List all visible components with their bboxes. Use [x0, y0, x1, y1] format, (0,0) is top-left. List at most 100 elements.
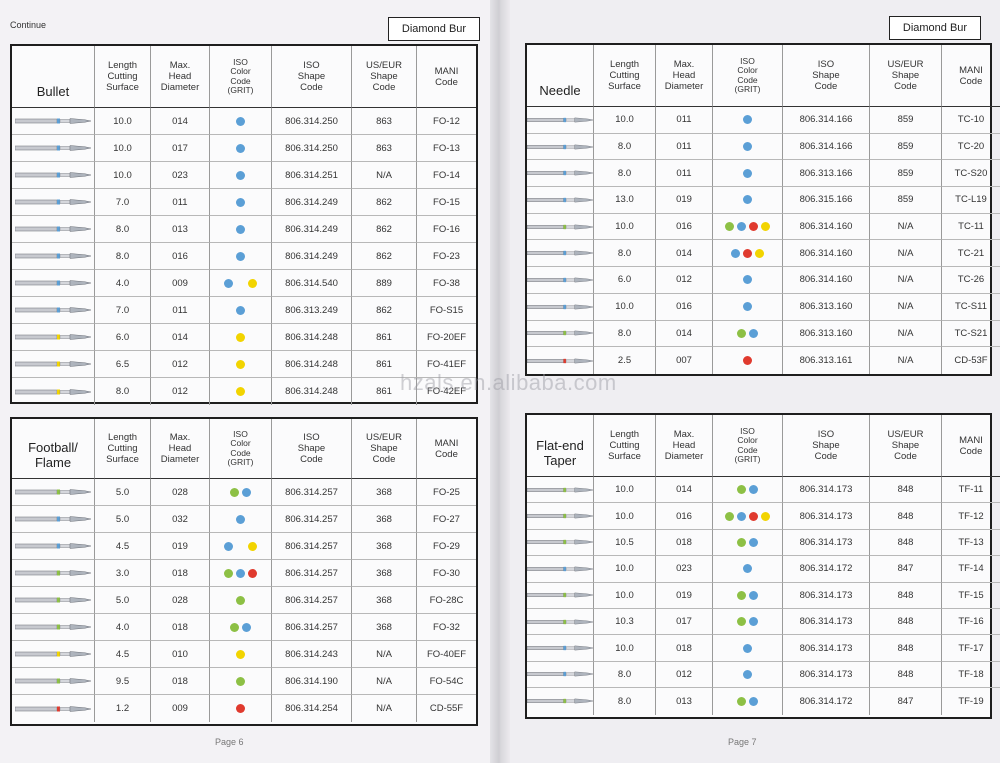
grit-dot-green: [737, 485, 746, 495]
mani-code-value: TC-21: [942, 240, 1000, 268]
iso-shape-value: 806.314.190: [272, 668, 352, 695]
bur-image: [527, 293, 594, 321]
iso-shape-value: 806.313.160: [783, 293, 870, 321]
iso-shape-value: 806.314.173: [783, 582, 870, 609]
grit-dot-blue: [242, 487, 251, 497]
diameter-value: 018: [151, 668, 210, 695]
iso-shape-value: 806.314.160: [783, 213, 870, 241]
iso-shape-value: 806.314.173: [783, 477, 870, 504]
bur-drawing: [527, 117, 593, 123]
left-page-number: Page 6: [215, 737, 244, 747]
grit-colors: [210, 560, 272, 587]
grit-colors: [210, 324, 272, 351]
grit-dot-blue: [743, 142, 752, 152]
grit-dot-yellow: [236, 649, 245, 659]
bur-drawing: [527, 487, 593, 493]
bur-drawing: [527, 197, 593, 203]
us-eur-value: N/A: [870, 293, 942, 321]
grit-dot-blue: [749, 485, 758, 495]
grit-dot-green: [737, 537, 746, 547]
mani-code-value: TC-S11: [942, 294, 1000, 321]
grit-colors: [210, 270, 272, 297]
iso-shape-value: 806.314.173: [783, 661, 870, 689]
mani-code-value: FO-32: [417, 614, 476, 641]
length-value: 8.0: [594, 320, 656, 348]
diameter-value: 012: [656, 267, 713, 294]
grit-dot-blue: [737, 511, 746, 521]
grit-colors: [210, 506, 272, 533]
mani-code-value: TF-15: [942, 583, 1000, 609]
iso-shape-value: 806.314.251: [272, 162, 352, 189]
grit-dot-yellow: [236, 387, 245, 396]
header-iso-color: ISO Color Code (GRIT): [713, 415, 783, 477]
mani-code-value: FO-23: [417, 243, 476, 270]
grit-dot-blue: [749, 696, 758, 706]
header-length: Length Cutting Surface: [594, 45, 656, 107]
length-value: 10.0: [594, 293, 656, 321]
bur-image: [527, 503, 594, 530]
mani-code-value: FO-S15: [417, 297, 476, 324]
diameter-value: 018: [656, 529, 713, 557]
us-eur-value: 368: [352, 479, 417, 506]
diameter-value: 019: [151, 533, 210, 560]
diameter-value: 014: [656, 240, 713, 268]
grit-dot-blue: [236, 116, 245, 126]
grit-colors: [210, 351, 272, 378]
diameter-value: 016: [656, 213, 713, 241]
us-eur-value: N/A: [870, 347, 942, 374]
diameter-value: 007: [656, 347, 713, 374]
length-value: 4.5: [95, 533, 151, 560]
grit-colors: [210, 587, 272, 614]
diameter-value: 011: [656, 133, 713, 161]
diameter-value: 023: [656, 556, 713, 583]
us-eur-value: N/A: [870, 213, 942, 241]
grit-dot-blue: [743, 168, 752, 178]
bur-drawing: [15, 226, 91, 232]
grit-dot-blue: [236, 143, 245, 153]
length-value: 10.5: [594, 529, 656, 557]
iso-shape-value: 806.314.173: [783, 635, 870, 662]
diameter-value: 017: [151, 135, 210, 162]
grit-colors: [210, 108, 272, 135]
diameter-value: 014: [656, 477, 713, 504]
bur-image: [12, 108, 95, 135]
grit-colors: [210, 614, 272, 641]
diameter-value: 018: [151, 560, 210, 587]
bur-image: [12, 135, 95, 162]
length-value: 4.0: [95, 614, 151, 641]
us-eur-value: 847: [870, 556, 942, 583]
us-eur-value: 859: [870, 187, 942, 214]
bur-drawing: [527, 540, 593, 545]
length-value: 10.0: [594, 556, 656, 583]
diameter-value: 013: [151, 216, 210, 243]
bur-image: [12, 560, 95, 587]
grit-dot-green: [737, 617, 746, 627]
table-title: Football/ Flame: [12, 419, 95, 479]
mani-code-value: FO-40EF: [417, 641, 476, 668]
mani-code-value: FO-12: [417, 108, 476, 135]
grit-colors: [713, 240, 783, 268]
grit-colors: [210, 216, 272, 243]
header-length: Length Cutting Surface: [95, 46, 151, 108]
mani-code-value: FO-42EF: [426, 386, 467, 397]
mani-code-value: TF-19: [958, 695, 984, 707]
us-eur-value: 848: [870, 635, 942, 662]
bur-drawing: [527, 250, 593, 256]
iso-shape-value: 806.313.160: [783, 320, 870, 348]
grit-dot-green: [737, 590, 746, 600]
grit-dot-blue: [749, 617, 758, 627]
grit-dot-blue: [743, 195, 752, 205]
iso-shape-value: 806.314.257: [272, 533, 352, 560]
mani-code-value: FO-13: [417, 135, 476, 162]
diameter-value: 019: [656, 187, 713, 214]
grit-colors: [210, 189, 272, 216]
header-iso-color: ISO Color Code (GRIT): [210, 46, 272, 108]
grit-dot-blue: [224, 278, 233, 288]
grit-colors: [713, 107, 783, 134]
diameter-value: 014: [151, 108, 210, 135]
length-value: 10.0: [594, 107, 656, 134]
grit-dot-yellow: [761, 222, 770, 232]
diameter-value: 009: [151, 270, 210, 297]
header-mani: MANI Code: [942, 45, 1000, 107]
grit-colors: [713, 293, 783, 321]
